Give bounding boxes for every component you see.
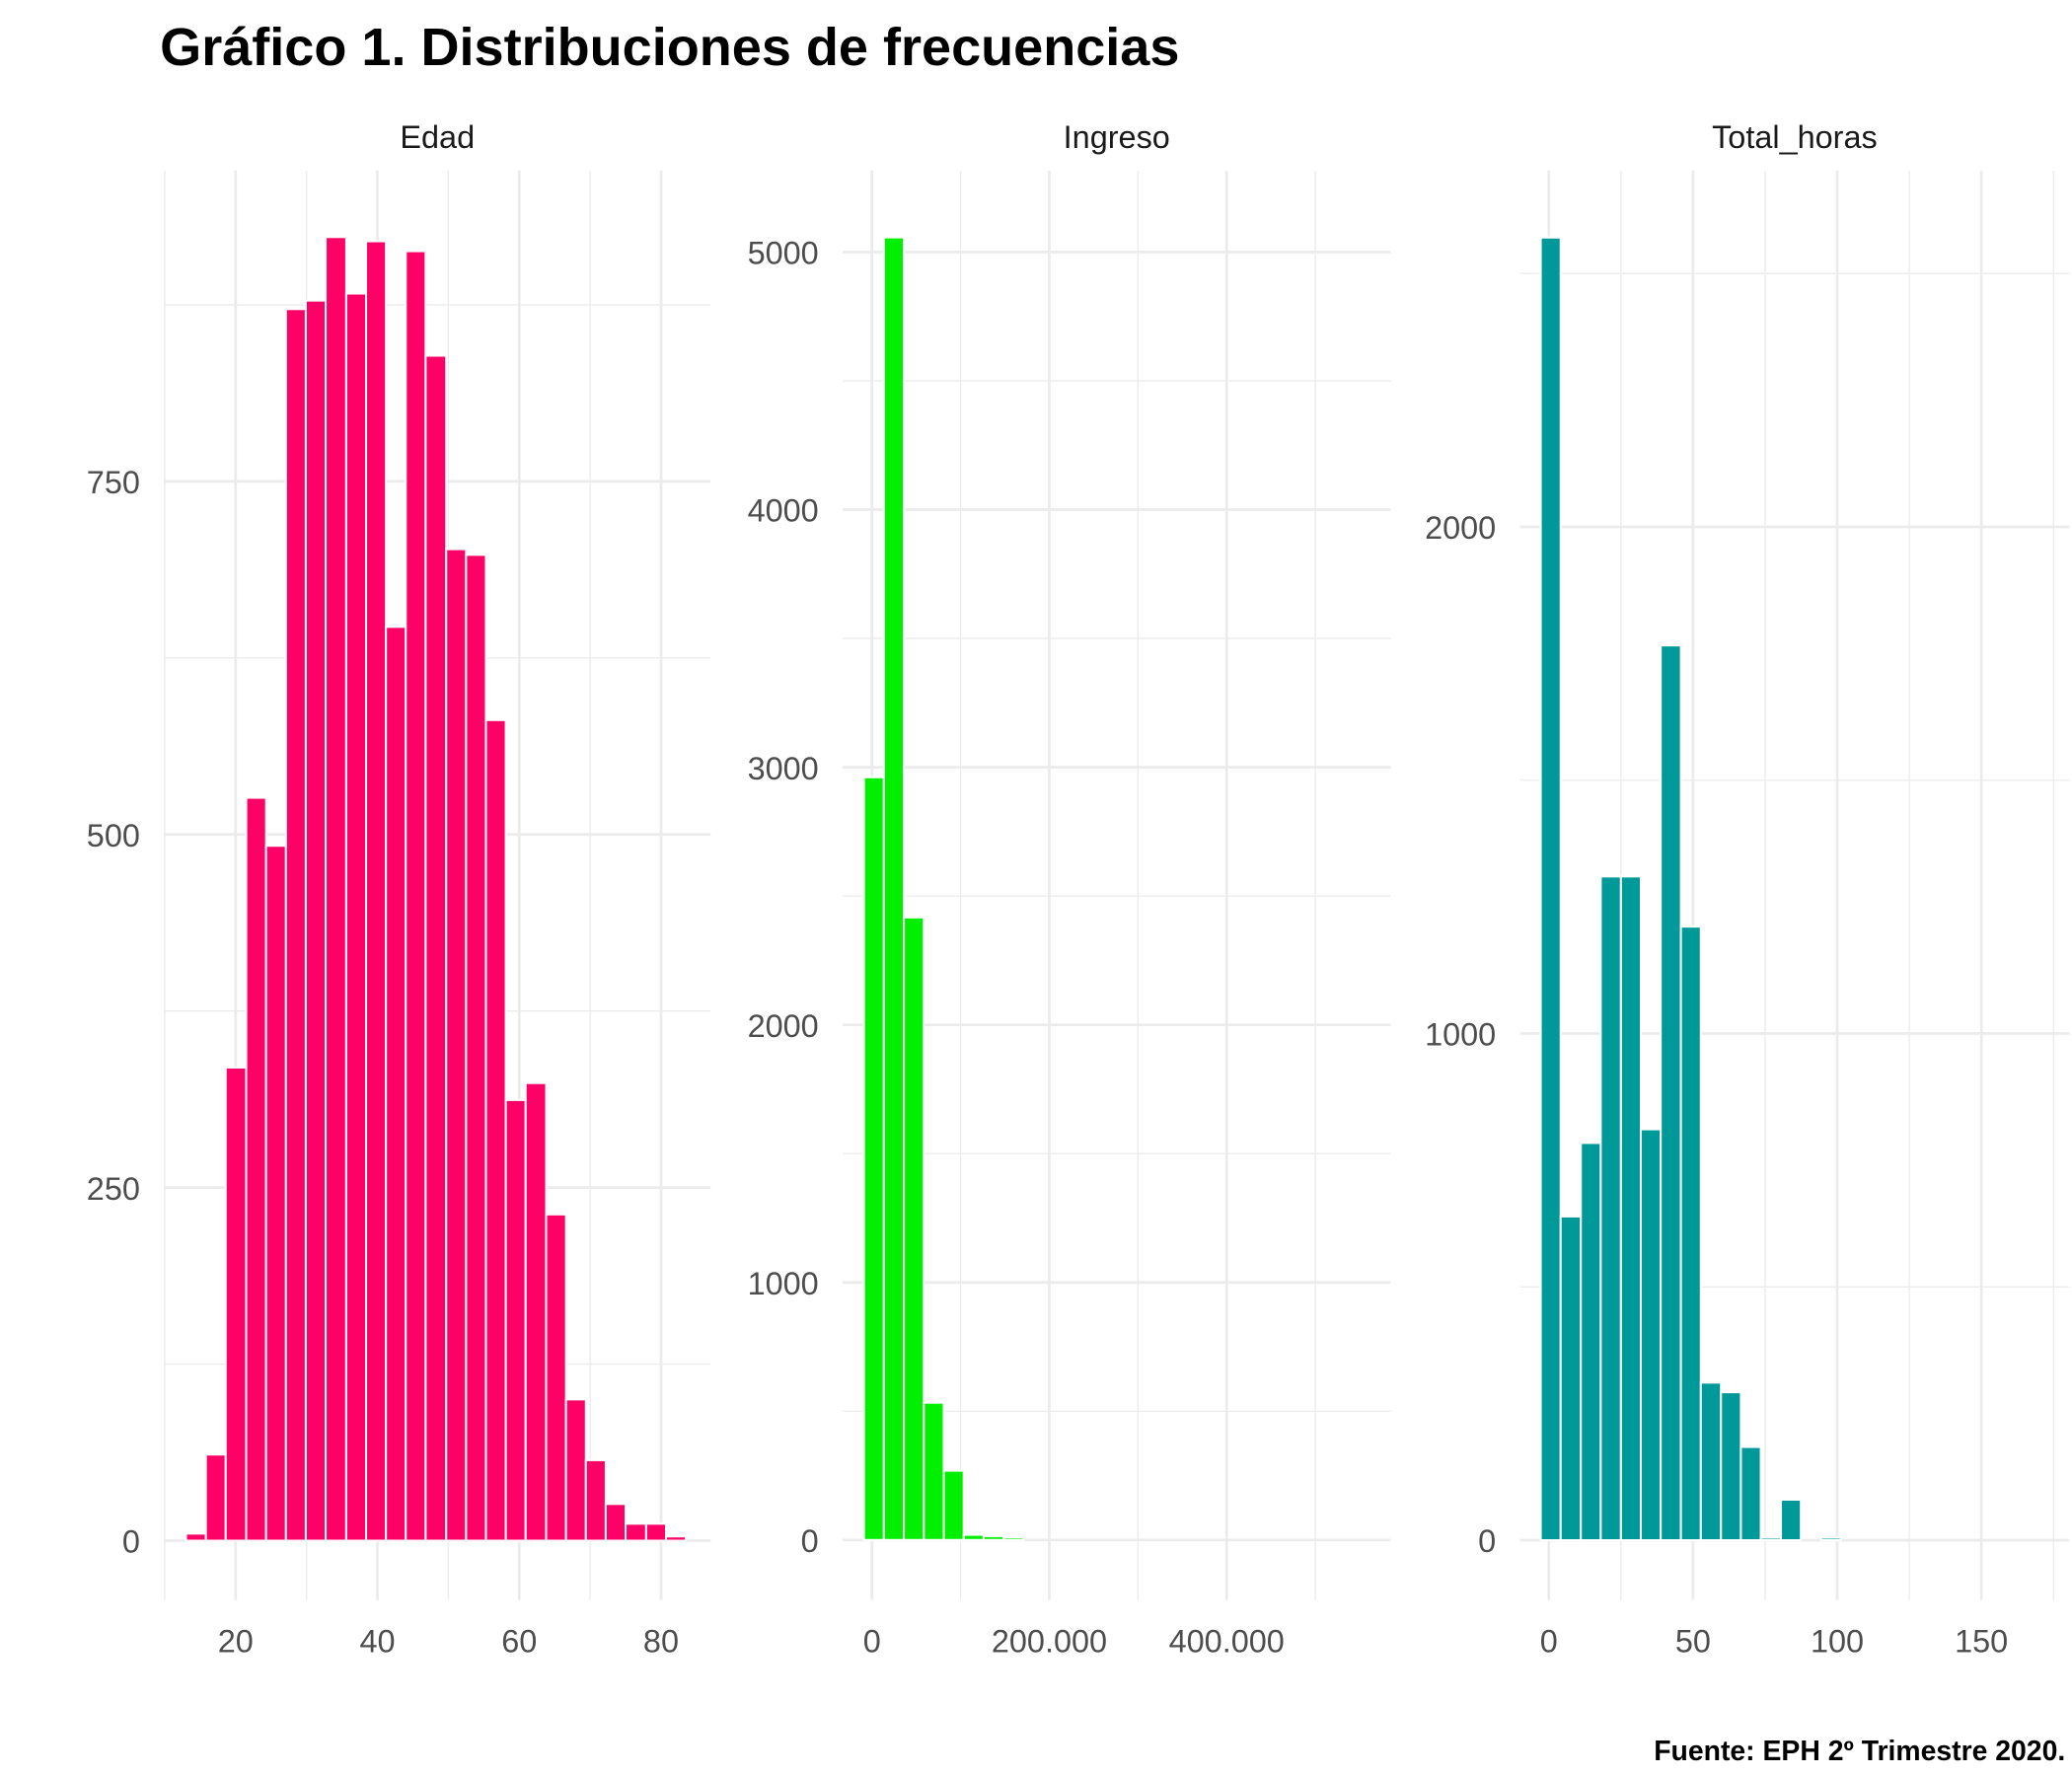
x-tick-label: 400.000 bbox=[1169, 1623, 1285, 1659]
bar bbox=[1759, 1536, 1783, 1542]
bar bbox=[405, 250, 427, 1542]
y-tick-label: 0 bbox=[122, 1524, 140, 1560]
bar bbox=[465, 554, 487, 1542]
caption: Fuente: EPH 2º Trimestre 2020. bbox=[1654, 1736, 2065, 1767]
y-tick-label: 5000 bbox=[748, 236, 819, 271]
bar bbox=[284, 308, 307, 1542]
bar bbox=[1660, 644, 1682, 1542]
y-tick-label: 0 bbox=[801, 1523, 819, 1559]
bar bbox=[625, 1522, 647, 1542]
bar bbox=[204, 1453, 227, 1542]
x-tick-label: 20 bbox=[218, 1623, 254, 1659]
x-tick-label: 50 bbox=[1675, 1623, 1711, 1659]
y-tick-label: 3000 bbox=[748, 751, 819, 786]
bar bbox=[644, 1522, 668, 1542]
x-tick-label: 0 bbox=[863, 1623, 881, 1659]
x-tick-label: 100 bbox=[1811, 1623, 1864, 1659]
bar bbox=[1539, 236, 1562, 1542]
bar bbox=[504, 1098, 527, 1542]
bar bbox=[545, 1213, 567, 1542]
facet-title: Edad bbox=[400, 119, 475, 155]
bar bbox=[903, 916, 925, 1541]
bar bbox=[1739, 1445, 1762, 1542]
x-tick-label: 150 bbox=[1955, 1623, 2008, 1659]
y-tick-label: 500 bbox=[87, 818, 140, 853]
y-tick-label: 250 bbox=[87, 1171, 140, 1207]
bar bbox=[344, 292, 368, 1542]
bar bbox=[862, 776, 885, 1541]
bar bbox=[1599, 875, 1622, 1542]
bar bbox=[664, 1535, 688, 1542]
bar bbox=[564, 1398, 587, 1542]
bar bbox=[445, 548, 468, 1542]
bar bbox=[1559, 1215, 1583, 1542]
bar bbox=[224, 1066, 248, 1542]
y-tick-label: 1000 bbox=[748, 1266, 819, 1301]
x-tick-label: 80 bbox=[643, 1623, 679, 1659]
bar bbox=[484, 718, 507, 1542]
y-tick-label: 2000 bbox=[1425, 510, 1496, 546]
bar bbox=[264, 845, 287, 1542]
bar bbox=[1002, 1536, 1025, 1541]
bar bbox=[325, 236, 347, 1542]
bar bbox=[882, 236, 906, 1541]
bar bbox=[1580, 1142, 1602, 1542]
bar bbox=[1679, 925, 1702, 1542]
bar bbox=[982, 1534, 1005, 1541]
y-tick-label: 750 bbox=[87, 465, 140, 500]
x-tick-label: 0 bbox=[1540, 1623, 1558, 1659]
x-tick-label: 60 bbox=[501, 1623, 537, 1659]
bar bbox=[385, 626, 407, 1542]
bar bbox=[584, 1458, 607, 1542]
bar bbox=[1819, 1536, 1842, 1542]
bar bbox=[1619, 875, 1643, 1542]
bar bbox=[1720, 1391, 1742, 1542]
y-tick-label: 4000 bbox=[748, 493, 819, 529]
bar bbox=[365, 240, 388, 1542]
chart-title: Gráfico 1. Distribuciones de frecuencias bbox=[160, 18, 1179, 77]
x-tick-label: 40 bbox=[359, 1623, 395, 1659]
bar bbox=[304, 299, 328, 1542]
facet-title: Ingreso bbox=[1064, 119, 1170, 155]
bar bbox=[942, 1469, 965, 1541]
bar bbox=[1699, 1381, 1723, 1542]
y-tick-label: 1000 bbox=[1425, 1017, 1496, 1053]
bar bbox=[1780, 1498, 1803, 1542]
bar bbox=[604, 1503, 628, 1542]
bar bbox=[424, 354, 448, 1542]
y-tick-label: 0 bbox=[1478, 1523, 1496, 1559]
bar bbox=[185, 1532, 207, 1542]
y-tick-label: 2000 bbox=[748, 1008, 819, 1044]
bar bbox=[923, 1401, 945, 1541]
bar bbox=[245, 796, 267, 1542]
facet-title: Total_horas bbox=[1712, 119, 1878, 155]
bar bbox=[524, 1081, 548, 1542]
bar bbox=[962, 1533, 985, 1541]
bar bbox=[1639, 1128, 1663, 1542]
x-tick-label: 200.000 bbox=[992, 1623, 1107, 1659]
